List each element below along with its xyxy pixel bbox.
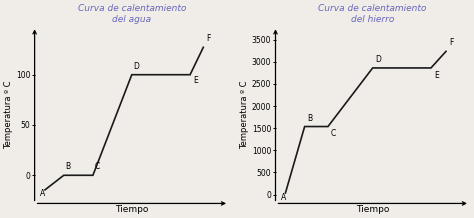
X-axis label: Tiempo: Tiempo <box>356 205 389 214</box>
Y-axis label: Temperatura º C: Temperatura º C <box>4 81 13 149</box>
Text: C: C <box>330 129 336 138</box>
Title: Curva de calentamiento
del hierro: Curva de calentamiento del hierro <box>319 4 427 24</box>
Text: D: D <box>375 55 381 64</box>
Title: Curva de calentamiento
del agua: Curva de calentamiento del agua <box>78 4 186 24</box>
Text: E: E <box>193 76 198 85</box>
Text: F: F <box>449 38 454 47</box>
Text: A: A <box>39 189 45 198</box>
Text: E: E <box>434 71 438 80</box>
Text: B: B <box>66 162 71 171</box>
Text: C: C <box>95 162 100 171</box>
Y-axis label: Temperatura º C: Temperatura º C <box>240 81 249 149</box>
X-axis label: Tiempo: Tiempo <box>115 205 148 214</box>
Text: F: F <box>207 34 211 43</box>
Text: A: A <box>282 193 287 202</box>
Text: D: D <box>134 62 140 71</box>
Text: B: B <box>307 114 312 123</box>
